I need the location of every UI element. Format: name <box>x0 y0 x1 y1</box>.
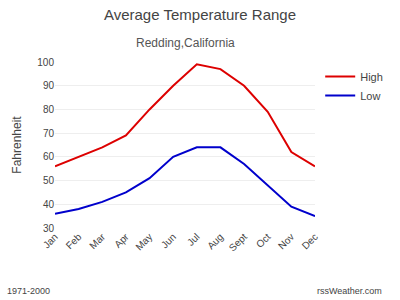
svg-text:90: 90 <box>43 80 55 91</box>
svg-text:May: May <box>133 231 154 252</box>
svg-text:Sept: Sept <box>227 231 249 253</box>
svg-text:50: 50 <box>43 175 55 186</box>
svg-text:Nov: Nov <box>276 231 296 251</box>
svg-text:Redding,California: Redding,California <box>136 36 235 50</box>
svg-text:High: High <box>360 71 383 83</box>
svg-text:Feb: Feb <box>64 231 84 251</box>
svg-text:40: 40 <box>43 199 55 210</box>
svg-text:Jul: Jul <box>185 231 202 248</box>
svg-text:Fahrenheit: Fahrenheit <box>10 116 24 174</box>
svg-text:Low: Low <box>360 90 380 102</box>
svg-text:Jun: Jun <box>159 231 178 250</box>
svg-text:1971-2000: 1971-2000 <box>7 286 50 296</box>
svg-text:80: 80 <box>43 104 55 115</box>
svg-text:70: 70 <box>43 128 55 139</box>
svg-text:100: 100 <box>37 57 54 68</box>
svg-text:Apr: Apr <box>112 231 131 250</box>
svg-text:Oct: Oct <box>254 231 273 250</box>
svg-text:60: 60 <box>43 151 55 162</box>
svg-text:Aug: Aug <box>205 231 225 251</box>
svg-text:30: 30 <box>43 223 55 234</box>
svg-text:Jan: Jan <box>41 231 60 250</box>
svg-text:Mar: Mar <box>87 231 107 251</box>
svg-text:Average Temperature Range: Average Temperature Range <box>104 6 296 23</box>
svg-text:rssWeather.com: rssWeather.com <box>317 286 382 296</box>
svg-text:Dec: Dec <box>300 231 320 251</box>
